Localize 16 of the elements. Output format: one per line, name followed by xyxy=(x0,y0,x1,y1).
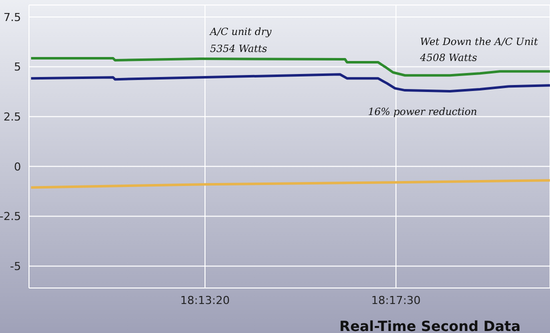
x-tick-label: 18:17:30 xyxy=(371,294,421,307)
annotation: 4508 Watts xyxy=(420,53,478,64)
y-tick-label: -5 xyxy=(10,260,21,273)
annotation: 5354 Watts xyxy=(210,44,268,55)
x-tick-label: 18:13:20 xyxy=(180,294,230,307)
annotation: 16% power reduction xyxy=(368,107,478,118)
x-axis-title: Real-Time Second Data xyxy=(339,319,521,333)
line-series xyxy=(30,73,550,93)
annotation: A/C unit dry xyxy=(210,27,272,38)
y-tick-label: 0 xyxy=(14,160,21,174)
annotation: Wet Down the A/C Unit xyxy=(420,37,538,48)
y-tick-label: 7.5 xyxy=(4,10,21,24)
y-tick-label: 5 xyxy=(14,60,21,74)
y-tick-label: 2.5 xyxy=(4,110,21,124)
y-tick-label: -2.5 xyxy=(0,210,21,224)
line-series xyxy=(30,179,550,189)
